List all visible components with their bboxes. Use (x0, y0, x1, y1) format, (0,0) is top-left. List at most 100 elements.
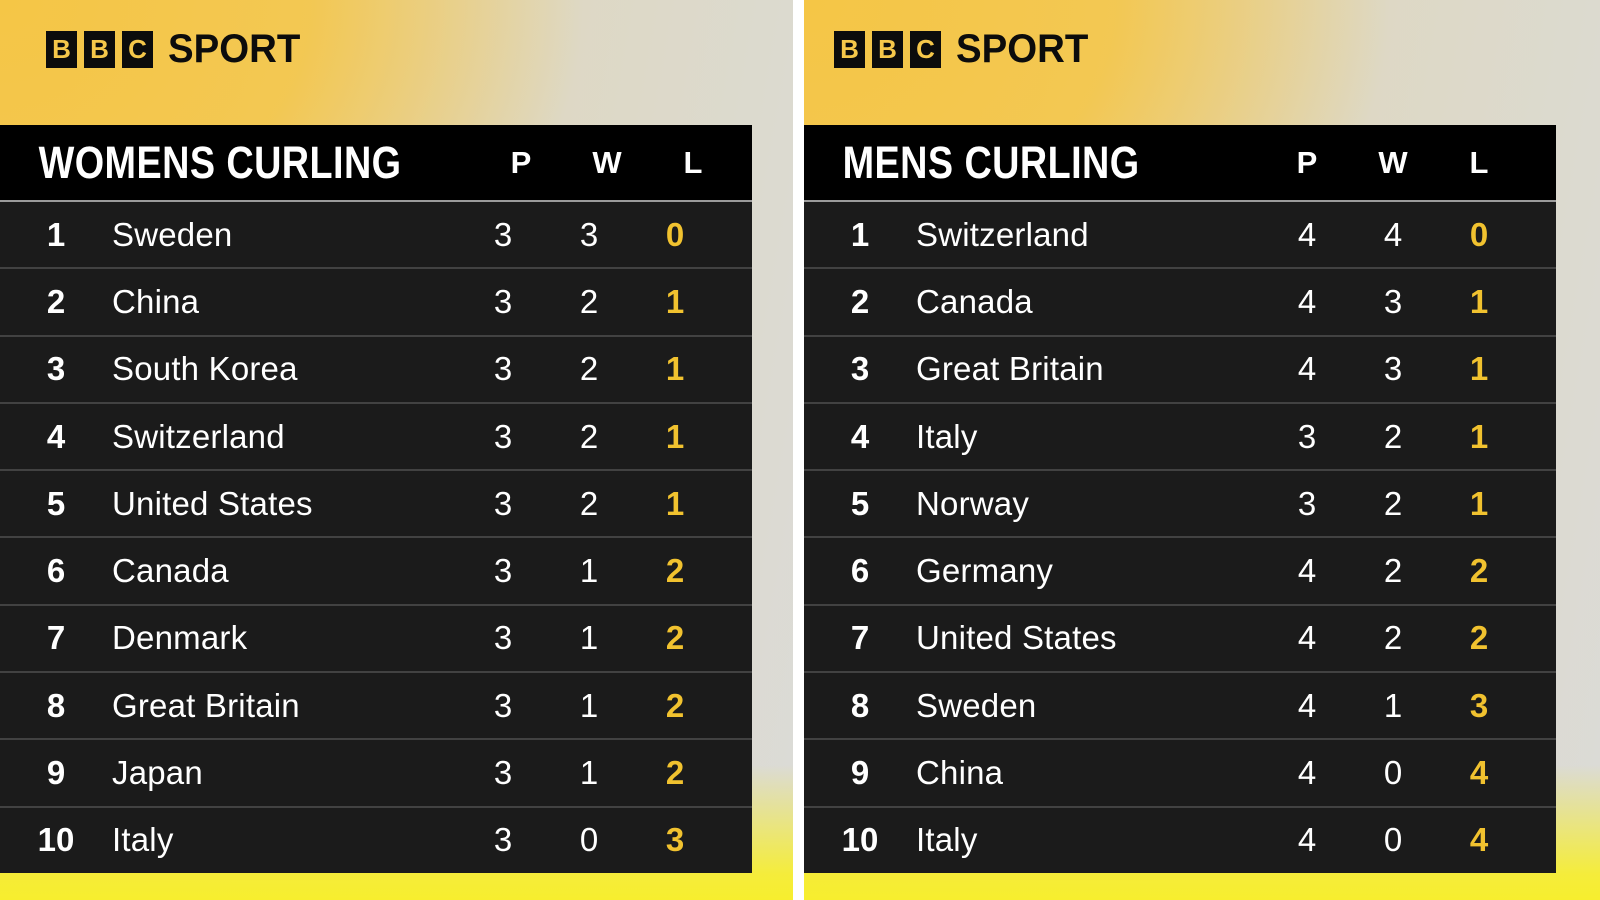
team-name: Denmark (112, 619, 248, 657)
bbc-logo-box-icon: C (122, 31, 153, 68)
losses-cell: 3 (665, 821, 685, 859)
rank-cell: 1 (46, 215, 66, 253)
bbc-sport-wordmark: SPORT (168, 27, 301, 71)
wins-cell: 3 (1383, 282, 1403, 320)
rank-cell: 5 (850, 484, 870, 522)
team-name: Canada (112, 552, 229, 590)
losses-cell: 2 (665, 619, 685, 657)
rank-cell: 4 (46, 417, 66, 455)
table-row: 5 Norway 3 2 1 (804, 469, 1556, 537)
wins-cell: 0 (1383, 821, 1403, 859)
team-name: Great Britain (112, 686, 300, 724)
played-cell: 3 (493, 754, 513, 792)
wins-cell: 3 (1383, 350, 1403, 388)
table-row: 6 Germany 4 2 2 (804, 536, 1556, 604)
rank-cell: 9 (46, 754, 66, 792)
played-cell: 3 (493, 619, 513, 657)
wins-cell: 2 (1383, 552, 1403, 590)
wins-cell: 2 (579, 417, 599, 455)
team-name: Japan (112, 754, 203, 792)
played-cell: 3 (493, 417, 513, 455)
table-row: 3 South Korea 3 2 1 (0, 334, 752, 402)
played-cell: 4 (1297, 215, 1317, 253)
table-row: 1 Switzerland 4 4 0 (804, 200, 1556, 268)
losses-cell: 3 (1469, 686, 1489, 724)
table-row: 10 Italy 3 0 3 (0, 805, 752, 873)
losses-cell: 2 (665, 552, 685, 590)
losses-cell: 1 (1469, 350, 1489, 388)
team-name: Italy (112, 821, 174, 859)
column-header-played: P (1296, 144, 1318, 180)
table-row: 4 Switzerland 3 2 1 (0, 401, 752, 470)
team-name: Italy (916, 821, 978, 859)
losses-cell: 2 (665, 754, 685, 792)
wins-cell: 2 (1383, 417, 1403, 455)
team-name: United States (112, 484, 313, 522)
table-row: 8 Sweden 4 1 3 (804, 671, 1556, 739)
mens-curling-table: MENS CURLING P W L 1 Switzerland 4 4 0 2 Canad… (804, 125, 1556, 873)
played-cell: 4 (1297, 754, 1317, 792)
played-cell: 3 (1297, 417, 1317, 455)
rank-cell: 10 (841, 821, 879, 859)
wins-cell: 1 (579, 619, 599, 657)
wins-cell: 2 (579, 282, 599, 320)
rank-cell: 7 (46, 619, 66, 657)
rank-cell: 3 (850, 350, 870, 388)
rank-cell: 6 (850, 552, 870, 590)
wins-cell: 2 (579, 350, 599, 388)
played-cell: 3 (493, 821, 513, 859)
losses-cell: 2 (665, 686, 685, 724)
wins-cell: 0 (1383, 754, 1403, 792)
losses-cell: 1 (665, 350, 685, 388)
rank-cell: 7 (850, 619, 870, 657)
table-row: 2 Canada 4 3 1 (804, 267, 1556, 335)
losses-cell: 4 (1469, 754, 1489, 792)
losses-cell: 0 (665, 215, 685, 253)
team-name: Norway (916, 484, 1030, 522)
played-cell: 4 (1297, 350, 1317, 388)
rank-cell: 8 (46, 686, 66, 724)
bbc-logo-box-icon: B (46, 31, 77, 68)
table-header: WOMENS CURLING P W L (0, 125, 752, 200)
team-name: Germany (916, 552, 1054, 590)
bbc-logo-box-icon: B (84, 31, 115, 68)
womens-curling-table: WOMENS CURLING P W L 1 Sweden 3 3 0 2 China 3 2 1… (0, 125, 752, 873)
table-row: 8 Great Britain 3 1 2 (0, 671, 752, 739)
played-cell: 4 (1297, 619, 1317, 657)
table-header: MENS CURLING P W L (804, 125, 1556, 200)
team-name: Sweden (112, 215, 233, 253)
played-cell: 3 (493, 350, 513, 388)
table-row: 3 Great Britain 4 3 1 (804, 334, 1556, 402)
table-body: 1 Sweden 3 3 0 2 China 3 2 1 3 South Korea 3 2 1 4 Switz… (0, 200, 752, 873)
table-title: WOMENS CURLING (38, 136, 402, 188)
table-body: 1 Switzerland 4 4 0 2 Canada 4 3 1 3 Great Britain 4… (804, 200, 1556, 873)
losses-cell: 1 (665, 282, 685, 320)
losses-cell: 1 (1469, 417, 1489, 455)
rank-cell: 3 (46, 350, 66, 388)
bbc-sport-logo: B B C SPORT (834, 27, 1094, 72)
table-row: 4 Italy 3 2 1 (804, 401, 1556, 470)
rank-cell: 2 (850, 282, 870, 320)
losses-cell: 0 (1469, 215, 1489, 253)
losses-cell: 1 (1469, 282, 1489, 320)
rank-cell: 10 (37, 821, 75, 859)
played-cell: 3 (493, 282, 513, 320)
wins-cell: 2 (1383, 619, 1403, 657)
wins-cell: 2 (1383, 484, 1403, 522)
rank-cell: 2 (46, 282, 66, 320)
losses-cell: 1 (665, 484, 685, 522)
table-row: 10 Italy 4 0 4 (804, 805, 1556, 873)
wins-cell: 3 (579, 215, 599, 253)
team-name: Italy (916, 417, 978, 455)
table-row: 7 Denmark 3 1 2 (0, 603, 752, 672)
table-row: 5 United States 3 2 1 (0, 469, 752, 537)
bbc-logo-box-icon: C (910, 31, 941, 68)
rank-cell: 4 (850, 417, 870, 455)
played-cell: 4 (1297, 821, 1317, 859)
team-name: Canada (916, 282, 1033, 320)
team-name: China (916, 754, 1004, 792)
wins-cell: 1 (579, 754, 599, 792)
bbc-sport-wordmark: SPORT (956, 27, 1089, 71)
wins-cell: 4 (1383, 215, 1403, 253)
rank-cell: 9 (850, 754, 870, 792)
